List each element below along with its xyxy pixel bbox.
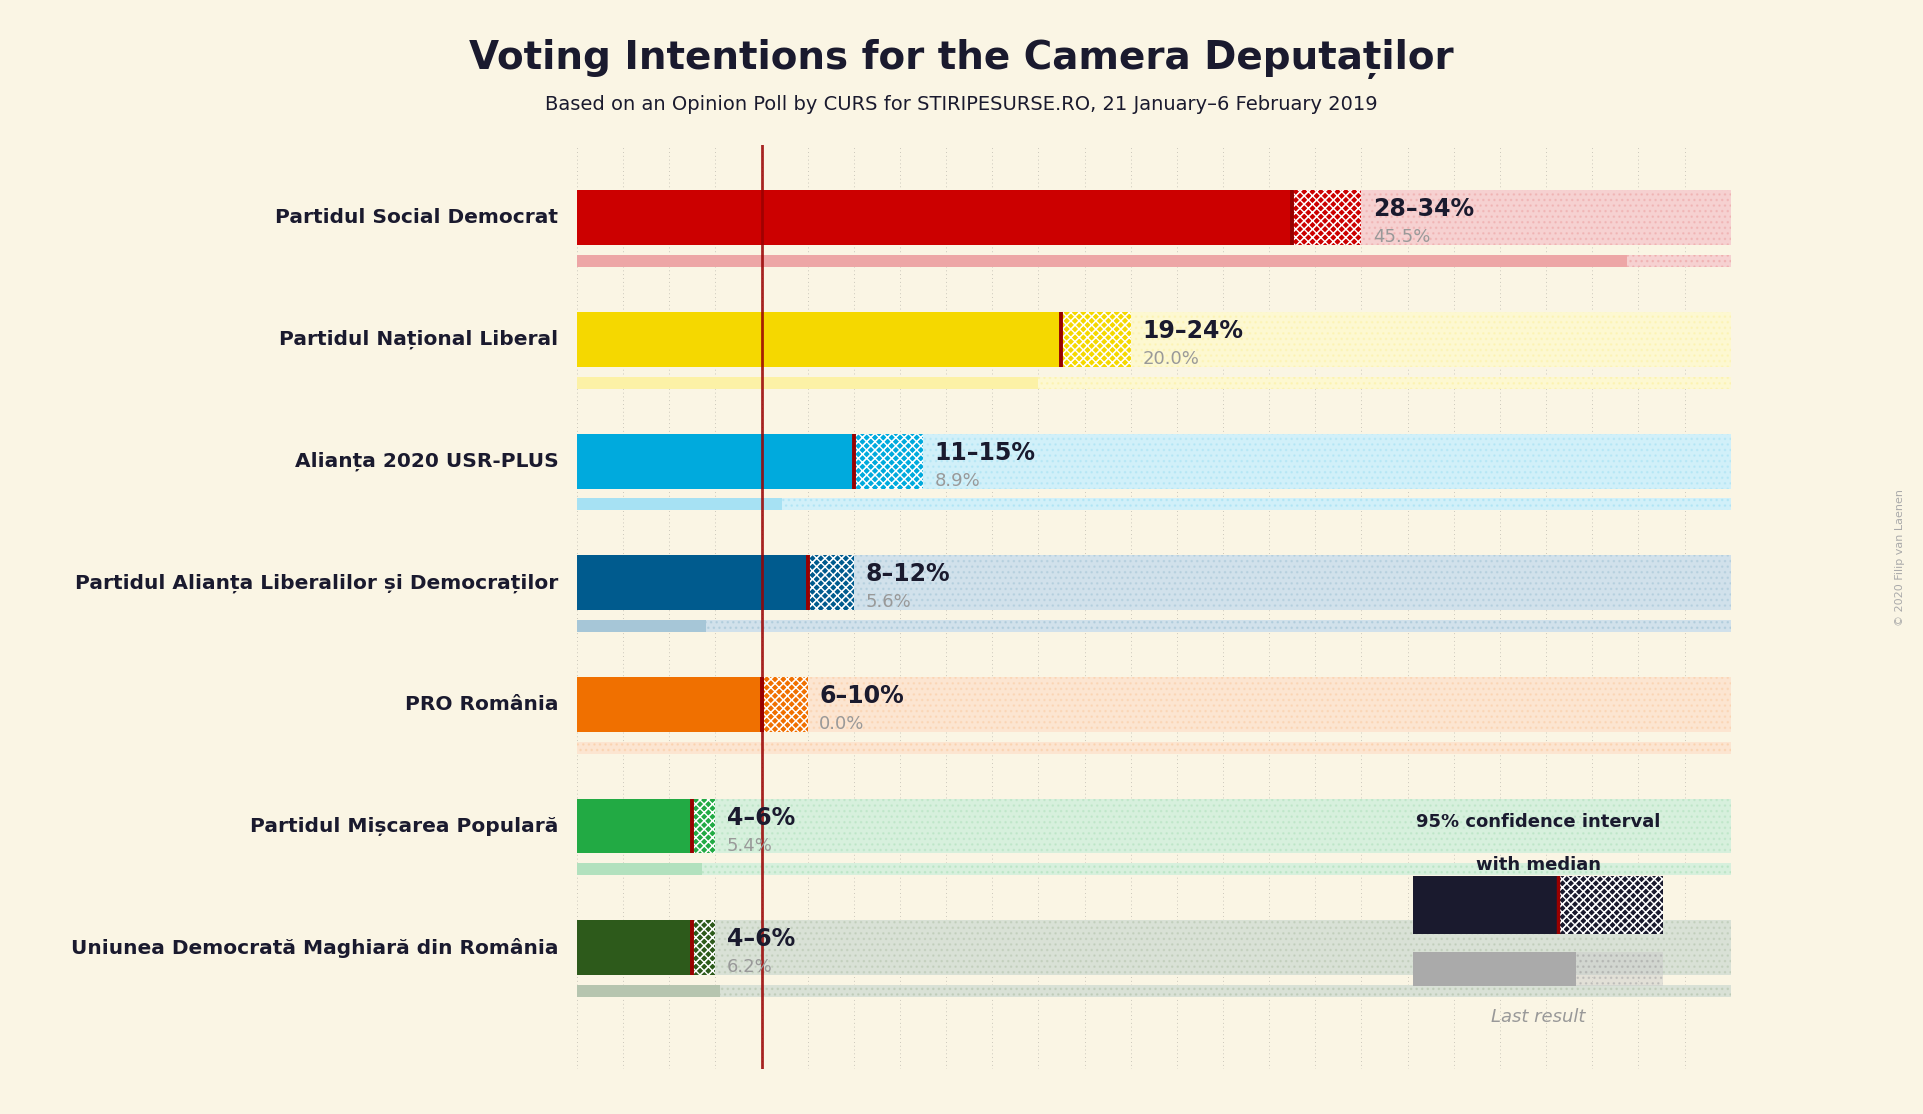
Bar <box>577 985 719 997</box>
Bar <box>1558 876 1663 934</box>
Bar <box>692 799 715 853</box>
Bar <box>692 799 715 853</box>
Text: 6.2%: 6.2% <box>727 958 773 976</box>
Bar <box>854 433 923 489</box>
Bar <box>1292 190 1361 245</box>
Text: 45.5%: 45.5% <box>1373 228 1431 246</box>
Bar <box>1413 876 1558 934</box>
Bar <box>692 920 715 975</box>
Text: Alianța 2020 USR-PLUS: Alianța 2020 USR-PLUS <box>294 451 558 471</box>
Bar <box>577 190 1361 245</box>
Text: 5.4%: 5.4% <box>727 837 773 854</box>
Bar <box>702 863 1731 876</box>
Bar <box>706 619 1731 632</box>
Bar <box>1038 377 1731 389</box>
Bar <box>1361 190 1731 245</box>
Bar <box>577 742 1731 754</box>
Bar <box>577 433 923 489</box>
Bar <box>854 433 923 489</box>
Bar <box>854 556 1731 610</box>
Bar <box>577 619 706 632</box>
Bar <box>719 985 1731 997</box>
Text: 8.9%: 8.9% <box>935 471 981 490</box>
Text: Uniunea Democrată Maghiară din România: Uniunea Democrată Maghiară din România <box>71 938 558 958</box>
Text: 95% confidence interval: 95% confidence interval <box>1415 813 1661 831</box>
Bar <box>1627 255 1731 267</box>
Bar <box>923 433 1731 489</box>
Text: 20.0%: 20.0% <box>1142 350 1200 368</box>
Bar <box>715 799 1731 853</box>
Bar <box>1131 312 1731 367</box>
Text: Partidul Național Liberal: Partidul Național Liberal <box>279 330 558 349</box>
Bar <box>1413 952 1577 986</box>
Text: 5.6%: 5.6% <box>865 594 912 612</box>
Text: 0.0%: 0.0% <box>819 715 865 733</box>
Text: 6–10%: 6–10% <box>819 684 904 707</box>
Text: Partidul Alianța Liberalilor și Democraților: Partidul Alianța Liberalilor și Democraț… <box>75 573 558 593</box>
Bar <box>808 677 1731 732</box>
Bar <box>1131 312 1731 367</box>
Bar <box>1061 312 1131 367</box>
Bar <box>762 677 808 732</box>
Text: Partidul Social Democrat: Partidul Social Democrat <box>275 208 558 227</box>
Text: 19–24%: 19–24% <box>1142 319 1244 343</box>
Bar <box>715 799 1731 853</box>
Bar <box>808 677 1731 732</box>
Bar <box>1061 312 1131 367</box>
Bar <box>719 985 1731 997</box>
Bar <box>783 498 1731 510</box>
Bar <box>923 433 1731 489</box>
Text: 11–15%: 11–15% <box>935 441 1036 465</box>
Bar <box>1577 952 1663 986</box>
Text: Partidul Mișcarea Populară: Partidul Mișcarea Populară <box>250 817 558 836</box>
Bar <box>1361 190 1731 245</box>
Text: 4–6%: 4–6% <box>727 927 794 951</box>
Bar <box>577 742 1731 754</box>
Bar <box>577 312 1131 367</box>
Bar <box>762 677 808 732</box>
Bar <box>577 255 1627 267</box>
Text: 28–34%: 28–34% <box>1373 197 1475 222</box>
Text: 4–6%: 4–6% <box>727 805 794 830</box>
Text: PRO România: PRO România <box>406 695 558 714</box>
Bar <box>808 556 854 610</box>
Bar <box>577 498 783 510</box>
Bar <box>1627 255 1731 267</box>
Bar <box>577 677 808 732</box>
Bar <box>715 920 1731 975</box>
Text: Last result: Last result <box>1490 1008 1586 1026</box>
Bar <box>1558 876 1663 934</box>
Bar <box>854 556 1731 610</box>
Text: 8–12%: 8–12% <box>865 563 950 586</box>
Bar <box>577 377 1038 389</box>
Text: Voting Intentions for the Camera Deputaților: Voting Intentions for the Camera Deputaț… <box>469 39 1454 79</box>
Bar <box>702 863 1731 876</box>
Bar <box>577 920 715 975</box>
Text: Based on an Opinion Poll by CURS for STIRIPESURSE.RO, 21 January–6 February 2019: Based on an Opinion Poll by CURS for STI… <box>546 95 1377 114</box>
Bar <box>577 799 715 853</box>
Bar <box>808 556 854 610</box>
Text: with median: with median <box>1475 856 1602 873</box>
Bar <box>706 619 1731 632</box>
Bar <box>783 498 1731 510</box>
Bar <box>1292 190 1361 245</box>
Bar <box>1038 377 1731 389</box>
Bar <box>577 556 854 610</box>
Bar <box>692 920 715 975</box>
Text: © 2020 Filip van Laenen: © 2020 Filip van Laenen <box>1894 489 1906 625</box>
Bar <box>577 863 702 876</box>
Bar <box>715 920 1731 975</box>
